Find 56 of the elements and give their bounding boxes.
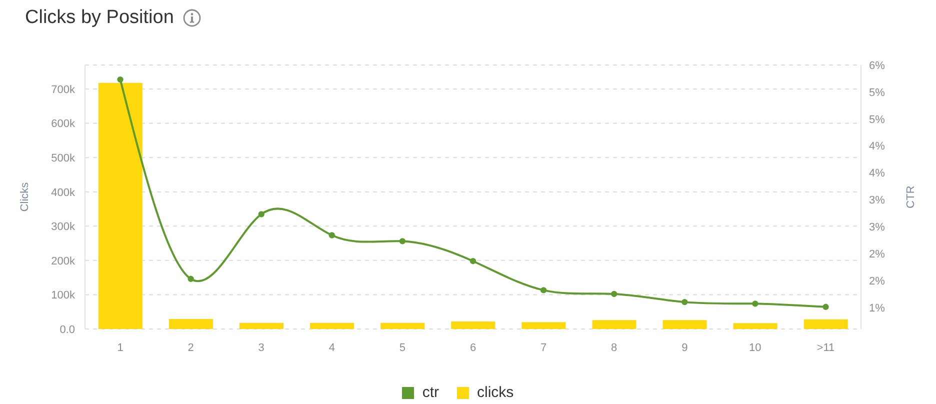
x-tick-label: 9	[682, 342, 688, 354]
bar	[98, 82, 142, 329]
bar	[168, 319, 213, 329]
chart-title: Clicks by Position	[25, 6, 174, 30]
bar	[380, 322, 425, 329]
bar	[310, 322, 354, 329]
y2-tick-label: 3%	[869, 222, 886, 234]
x-tick-label: 2	[188, 342, 194, 354]
y2-tick-label: 5%	[869, 86, 886, 99]
y-tick-label: 700k	[51, 84, 76, 96]
y2-tick-label: 5%	[869, 114, 886, 126]
bar	[662, 320, 707, 329]
legend-label: clicks	[477, 384, 514, 401]
y-tick-label: 100k	[51, 290, 76, 302]
x-tick-label: 4	[328, 342, 335, 354]
y-tick-label: 400k	[51, 186, 76, 199]
y2-axis-title: CTR	[904, 186, 917, 208]
bar	[733, 323, 778, 329]
y2-tick-label: 3%	[869, 194, 886, 207]
x-tick-label: 1	[117, 342, 124, 354]
point	[752, 300, 758, 307]
legend-label: ctr	[422, 384, 439, 401]
y-tick-label: 0.0	[60, 324, 75, 336]
point	[610, 290, 618, 298]
x-tick-label: 7	[540, 342, 547, 354]
point	[117, 76, 124, 83]
x-tick-label: 8	[611, 342, 618, 354]
bar	[522, 322, 566, 329]
point	[470, 258, 476, 264]
bar	[239, 322, 284, 329]
point	[399, 238, 406, 244]
y2-tick-label: 2%	[869, 248, 886, 260]
x-tick-label: 6	[470, 342, 476, 354]
x-tick-label: >11	[816, 342, 835, 354]
x-tick-label: 3	[258, 342, 264, 354]
point	[258, 211, 264, 218]
point	[682, 298, 688, 306]
point	[540, 287, 547, 294]
point	[822, 304, 829, 310]
y-tick-label: 500k	[51, 152, 76, 164]
y-axis-title: Clicks	[18, 182, 31, 212]
x-tick-label: 10	[749, 342, 762, 354]
y2-tick-label: 1%	[869, 302, 886, 314]
bar	[804, 319, 848, 329]
bar	[451, 321, 496, 329]
y2-tick-label: 4%	[869, 140, 886, 153]
point	[188, 276, 194, 282]
point	[328, 232, 336, 238]
bar	[592, 320, 636, 329]
y-tick-label: 600k	[51, 118, 76, 130]
y-tick-label: 300k	[51, 221, 76, 234]
y2-tick-label: 6%	[869, 60, 886, 72]
y-tick-label: 200k	[51, 255, 76, 268]
y2-tick-label: 4%	[869, 168, 886, 180]
y2-tick-label: 2%	[869, 275, 886, 288]
x-tick-label: 5	[399, 342, 406, 354]
